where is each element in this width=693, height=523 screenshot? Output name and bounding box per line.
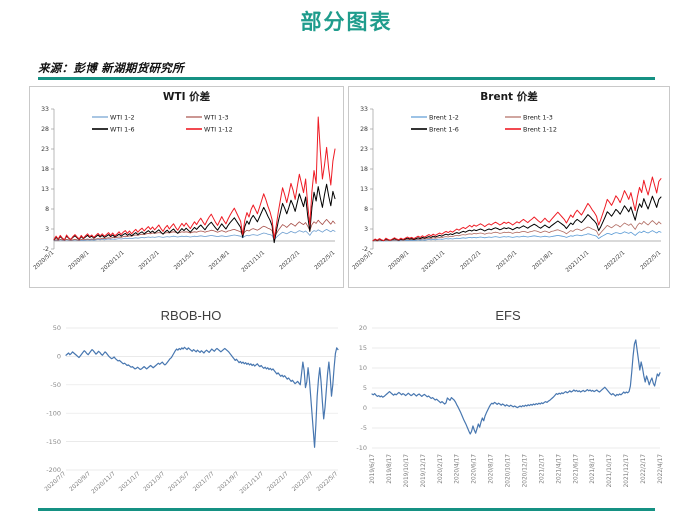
svg-text:WTI 1-2: WTI 1-2 [110,113,135,121]
svg-text:2020/11/7: 2020/11/7 [91,471,117,496]
svg-text:2020/4/17: 2020/4/17 [455,454,461,484]
source-label: 来源：彭博 新湖期货研究所 [38,61,184,75]
svg-text:13: 13 [360,186,368,193]
svg-text:2021/4/17: 2021/4/17 [556,454,562,484]
svg-text:2021/8/1: 2021/8/1 [208,249,231,271]
svg-text:2021/3/7: 2021/3/7 [143,471,167,493]
header-divider [38,77,655,80]
svg-text:2021/2/17: 2021/2/17 [539,454,545,484]
svg-text:2022/5/1: 2022/5/1 [314,249,337,271]
chart-title-brent: Brent 价差 [480,91,538,103]
svg-text:2019/8/17: 2019/8/17 [387,454,393,484]
svg-text:18: 18 [41,166,49,173]
svg-text:3: 3 [45,226,49,233]
svg-text:2022/2/17: 2022/2/17 [641,454,647,484]
svg-text:-2: -2 [362,246,368,253]
svg-text:28: 28 [360,126,368,133]
svg-text:2021/1/7: 2021/1/7 [118,471,142,493]
svg-text:2021/2/1: 2021/2/1 [460,249,483,271]
svg-text:50: 50 [53,324,61,332]
svg-text:2021/9/7: 2021/9/7 [217,471,241,493]
svg-text:2021/2/1: 2021/2/1 [138,249,161,271]
chart-panel-brent[interactable]: Brent 价差 -2 3 8 13 18 23 28 33 2020/5/1 2020/8/1 2… [348,86,670,288]
svg-text:2022/2/1: 2022/2/1 [279,249,302,271]
svg-text:23: 23 [41,146,49,153]
svg-text:2020/6/17: 2020/6/17 [472,454,478,484]
chart-panel-efs[interactable]: EFS -10 -5 0 5 10 15 20 2019/6/17 2019/8/17 2019/… [348,302,668,504]
svg-text:2021/5/7: 2021/5/7 [168,471,192,493]
svg-text:2020/12/17: 2020/12/17 [523,454,529,488]
svg-text:33: 33 [41,106,49,113]
svg-text:15: 15 [359,344,367,352]
svg-text:-10: -10 [356,444,367,452]
svg-text:2022/5/1: 2022/5/1 [640,249,663,271]
svg-text:-100: -100 [46,409,61,417]
svg-text:2021/5/1: 2021/5/1 [173,249,196,271]
svg-text:Brent 1-3: Brent 1-3 [523,113,553,121]
svg-text:2021/10/17: 2021/10/17 [607,454,613,488]
svg-text:2021/11/7: 2021/11/7 [239,471,265,496]
svg-text:2020/8/17: 2020/8/17 [489,454,495,484]
page-title: 部分图表 [300,9,393,34]
svg-text:28: 28 [41,126,49,133]
svg-text:8: 8 [45,206,49,213]
svg-text:2020/8/1: 2020/8/1 [68,249,91,271]
svg-text:2022/4/17: 2022/4/17 [658,454,664,484]
chart-title-efs: EFS [495,308,521,323]
svg-text:33: 33 [360,106,368,113]
svg-text:2021/6/17: 2021/6/17 [573,454,579,484]
svg-text:2021/7/7: 2021/7/7 [192,471,216,493]
svg-text:WTI 1-3: WTI 1-3 [204,113,229,121]
svg-text:Brent 1-6: Brent 1-6 [429,125,459,133]
svg-text:-150: -150 [46,438,61,446]
svg-text:13: 13 [41,186,49,193]
svg-text:2021/5/1: 2021/5/1 [496,249,519,271]
chart-title-rbob: RBOB-HO [160,308,222,323]
svg-text:Brent 1-12: Brent 1-12 [523,125,557,133]
svg-text:2022/3/7: 2022/3/7 [291,471,315,493]
chart-canvas-efs: -10 -5 0 5 10 15 20 2019/6/17 2019/8/17 2019/10/1… [356,324,664,488]
svg-text:2020/9/7: 2020/9/7 [69,471,93,493]
svg-text:2021/8/17: 2021/8/17 [590,454,596,484]
svg-text:20: 20 [359,324,367,332]
svg-text:2021/11/1: 2021/11/1 [565,249,591,273]
svg-text:2021/11/1: 2021/11/1 [241,249,267,273]
svg-text:-5: -5 [361,424,367,432]
svg-text:WTI 1-6: WTI 1-6 [110,125,135,133]
svg-text:2022/2/1: 2022/2/1 [604,249,627,271]
svg-text:2020/11/1: 2020/11/1 [421,249,447,273]
svg-text:-200: -200 [46,466,61,474]
chart-panel-rbob[interactable]: RBOB-HO -200 -150 -100 -50 0 50 2020/7/7 2020/9… [36,302,346,504]
svg-text:3: 3 [364,226,368,233]
svg-text:Brent 1-2: Brent 1-2 [429,113,459,121]
svg-text:23: 23 [360,146,368,153]
chart-panel-wti[interactable]: WTI 价差 -2 3 8 13 18 23 28 33 2020/5/1 2020/8/1 202… [29,86,344,288]
svg-text:18: 18 [360,166,368,173]
chart-title-wti: WTI 价差 [162,91,211,103]
svg-text:5: 5 [363,384,367,392]
svg-text:2021/12/17: 2021/12/17 [624,454,630,488]
svg-text:2020/10/17: 2020/10/17 [506,454,512,488]
svg-text:-2: -2 [43,246,49,253]
svg-text:2022/1/7: 2022/1/7 [266,471,290,493]
svg-text:2020/11/1: 2020/11/1 [100,249,126,273]
svg-text:2022/5/7: 2022/5/7 [316,471,340,493]
svg-text:10: 10 [359,364,367,372]
svg-text:2020/2/17: 2020/2/17 [438,454,444,484]
svg-text:2019/12/17: 2019/12/17 [421,454,427,488]
footer-divider [38,508,655,511]
svg-text:0: 0 [363,404,367,412]
svg-text:2021/8/1: 2021/8/1 [532,249,555,271]
svg-text:-50: -50 [50,381,61,389]
svg-text:2020/8/1: 2020/8/1 [388,249,411,271]
svg-text:WTI 1-12: WTI 1-12 [204,125,233,133]
svg-text:2019/6/17: 2019/6/17 [370,454,376,484]
svg-text:0: 0 [57,353,61,361]
svg-text:2019/10/17: 2019/10/17 [404,454,410,488]
svg-text:8: 8 [364,206,368,213]
